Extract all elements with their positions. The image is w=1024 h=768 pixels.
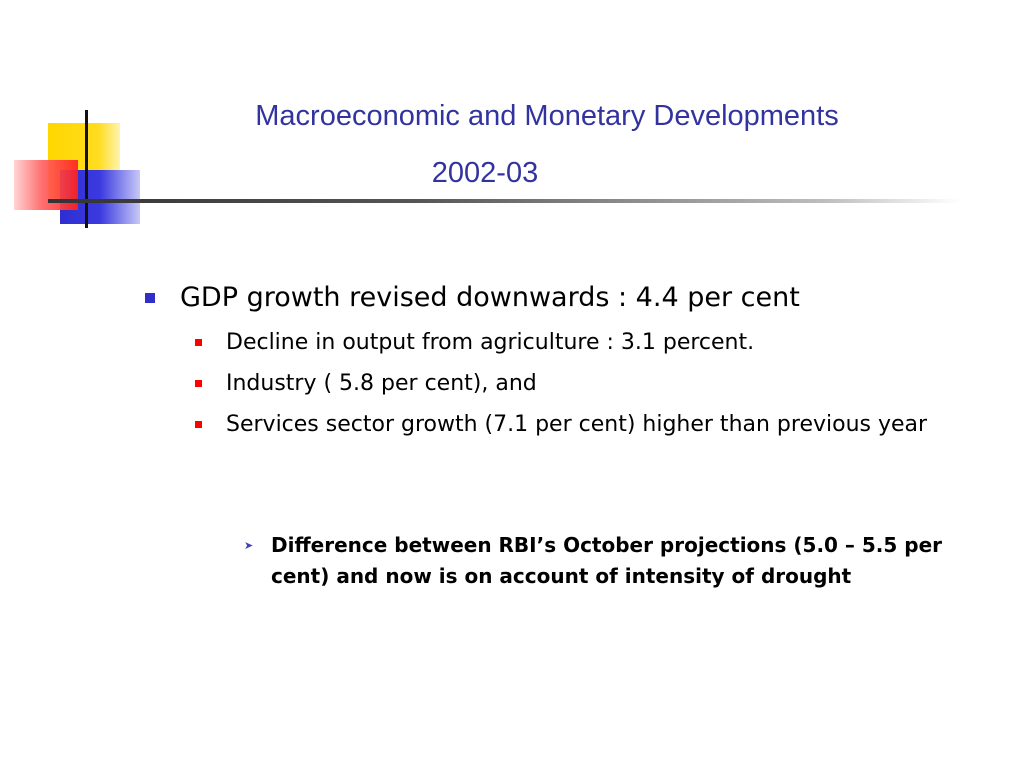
vertical-rule-decoration <box>85 110 88 228</box>
square-bullet-icon <box>145 293 155 303</box>
arrow-bullet-icon: ➤ <box>244 539 254 552</box>
square-bullet-icon <box>195 339 202 346</box>
bullet-text: Industry ( 5.8 per cent), and <box>226 371 537 396</box>
bullet-industry: Industry ( 5.8 per cent), and <box>195 366 985 402</box>
title-underline-rule <box>48 199 960 203</box>
bullet-text: Services sector growth (7.1 per cent) hi… <box>226 412 928 437</box>
bullet-rbi-projection-note: ➤ Difference between RBI’s October proje… <box>244 530 964 592</box>
bullet-text: GDP growth revised downwards : 4.4 per c… <box>180 282 800 313</box>
bullet-agriculture: Decline in output from agriculture : 3.1… <box>195 325 985 361</box>
slide-title: Macroeconomic and Monetary Developments <box>255 100 839 132</box>
square-bullet-icon <box>195 380 202 387</box>
bullet-text: Decline in output from agriculture : 3.1… <box>226 330 755 355</box>
bullet-gdp-growth: GDP growth revised downwards : 4.4 per c… <box>145 280 985 316</box>
slide-subtitle-years: 2002-03 <box>431 157 539 189</box>
bullet-services: Services sector growth (7.1 per cent) hi… <box>195 407 985 443</box>
square-bullet-icon <box>195 421 202 428</box>
bullet-text: Difference between RBI’s October project… <box>271 533 943 588</box>
